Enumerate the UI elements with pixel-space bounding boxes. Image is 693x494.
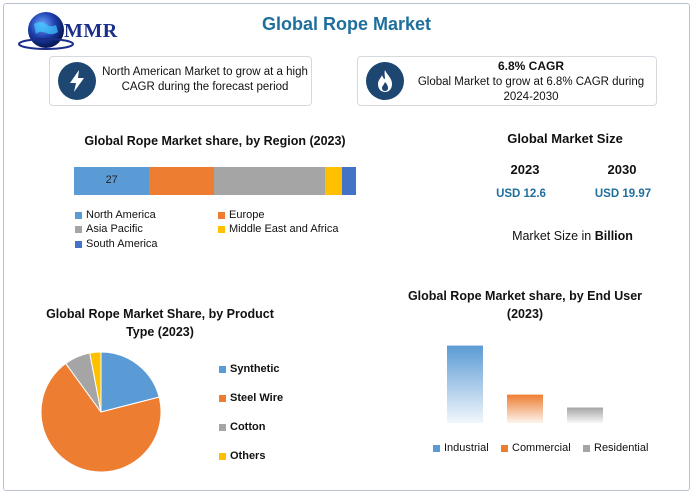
cagr-headline: 6.8% CAGR bbox=[497, 59, 565, 73]
legend-label: Synthetic bbox=[230, 363, 280, 375]
enduser-bar-residential bbox=[567, 407, 603, 423]
legend-item-middle-east-and-africa: Middle East and Africa bbox=[218, 223, 338, 235]
legend-item-asia-pacific: Asia Pacific bbox=[75, 223, 143, 235]
legend-swatch bbox=[75, 240, 82, 248]
legend-item-residential: Residential bbox=[583, 442, 648, 454]
region-bar-data-label: 27 bbox=[105, 174, 118, 186]
legend-label: Commercial bbox=[512, 442, 571, 454]
enduser-bar-commercial bbox=[507, 394, 543, 423]
region-bar-segment-europe bbox=[149, 167, 214, 195]
legend-swatch bbox=[75, 225, 82, 233]
legend-label: South America bbox=[86, 238, 158, 250]
legend-label: Residential bbox=[594, 442, 649, 454]
region-bar-segment-asia-pacific bbox=[213, 167, 326, 195]
brand-name: MMR bbox=[64, 20, 118, 42]
globe-icon bbox=[18, 12, 74, 50]
product-chart-title: Global Rope Market Share, by Product Typ… bbox=[46, 307, 274, 339]
legend-label: Industrial bbox=[444, 442, 489, 454]
banner-north-america: North American Market to grow at a high … bbox=[49, 56, 312, 106]
enduser-bar-industrial bbox=[447, 345, 483, 423]
legend-label: Europe bbox=[229, 209, 265, 221]
year-start: 2023 bbox=[510, 162, 540, 177]
legend-label: Middle East and Africa bbox=[229, 223, 339, 235]
market-size-unit-note: Market Size in Billion bbox=[512, 229, 633, 243]
infographic-frame bbox=[3, 3, 690, 491]
banner-right-text: Global Market to grow at 6.8% CAGR durin… bbox=[417, 76, 645, 103]
pie-slice-steel-wire bbox=[40, 362, 162, 473]
region-bar-segment-middle-east-and-africa bbox=[325, 167, 342, 195]
legend-swatch bbox=[433, 444, 440, 452]
legend-swatch bbox=[219, 365, 226, 373]
legend-label: Steel Wire bbox=[230, 392, 284, 404]
legend-item-industrial: Industrial bbox=[433, 442, 489, 454]
legend-item-europe: Europe bbox=[218, 209, 264, 221]
legend-item-synthetic: Synthetic bbox=[219, 363, 280, 375]
legend-swatch bbox=[219, 394, 226, 402]
legend-label: Others bbox=[230, 450, 266, 462]
banner-cagr: 6.8% CAGR Global Market to grow at 6.8% … bbox=[357, 56, 657, 106]
legend-label: Cotton bbox=[230, 421, 266, 433]
value-end: USD 19.97 bbox=[594, 188, 652, 200]
legend-item-south-america: South America bbox=[75, 238, 158, 250]
legend-item-steel-wire: Steel Wire bbox=[219, 392, 283, 404]
legend-item-cotton: Cotton bbox=[219, 421, 265, 433]
legend-item-others: Others bbox=[219, 450, 265, 462]
page-title: Global Rope Market bbox=[261, 14, 432, 34]
banner-left-text: North American Market to grow at a high … bbox=[102, 66, 308, 93]
year-end: 2030 bbox=[607, 162, 637, 177]
legend-item-north-america: North America bbox=[75, 209, 156, 221]
value-start: USD 12.6 bbox=[496, 188, 546, 200]
legend-swatch bbox=[219, 452, 226, 460]
legend-label: Asia Pacific bbox=[86, 223, 143, 235]
market-size-title: Global Market Size bbox=[507, 131, 623, 146]
legend-swatch bbox=[218, 225, 225, 233]
legend-swatch bbox=[501, 444, 508, 452]
region-bar-segment-north-america: 27 bbox=[74, 167, 150, 195]
legend-item-commercial: Commercial bbox=[501, 442, 571, 454]
legend-swatch bbox=[75, 211, 82, 219]
lightning-icon bbox=[58, 62, 96, 100]
mmr-logo bbox=[16, 10, 136, 54]
pie-slice-synthetic bbox=[100, 351, 160, 413]
region-chart-title: Global Rope Market share, by Region (202… bbox=[84, 134, 346, 148]
region-stacked-bar: 27 bbox=[74, 167, 356, 195]
legend-swatch bbox=[219, 423, 226, 431]
region-bar-segment-south-america bbox=[342, 167, 356, 195]
enduser-chart-title: Global Rope Market share, by End User (2… bbox=[407, 289, 643, 321]
legend-label: North America bbox=[86, 209, 156, 221]
flame-icon bbox=[366, 62, 404, 100]
legend-swatch bbox=[583, 444, 590, 452]
legend-swatch bbox=[218, 211, 225, 219]
pie-slice-others bbox=[89, 351, 102, 413]
